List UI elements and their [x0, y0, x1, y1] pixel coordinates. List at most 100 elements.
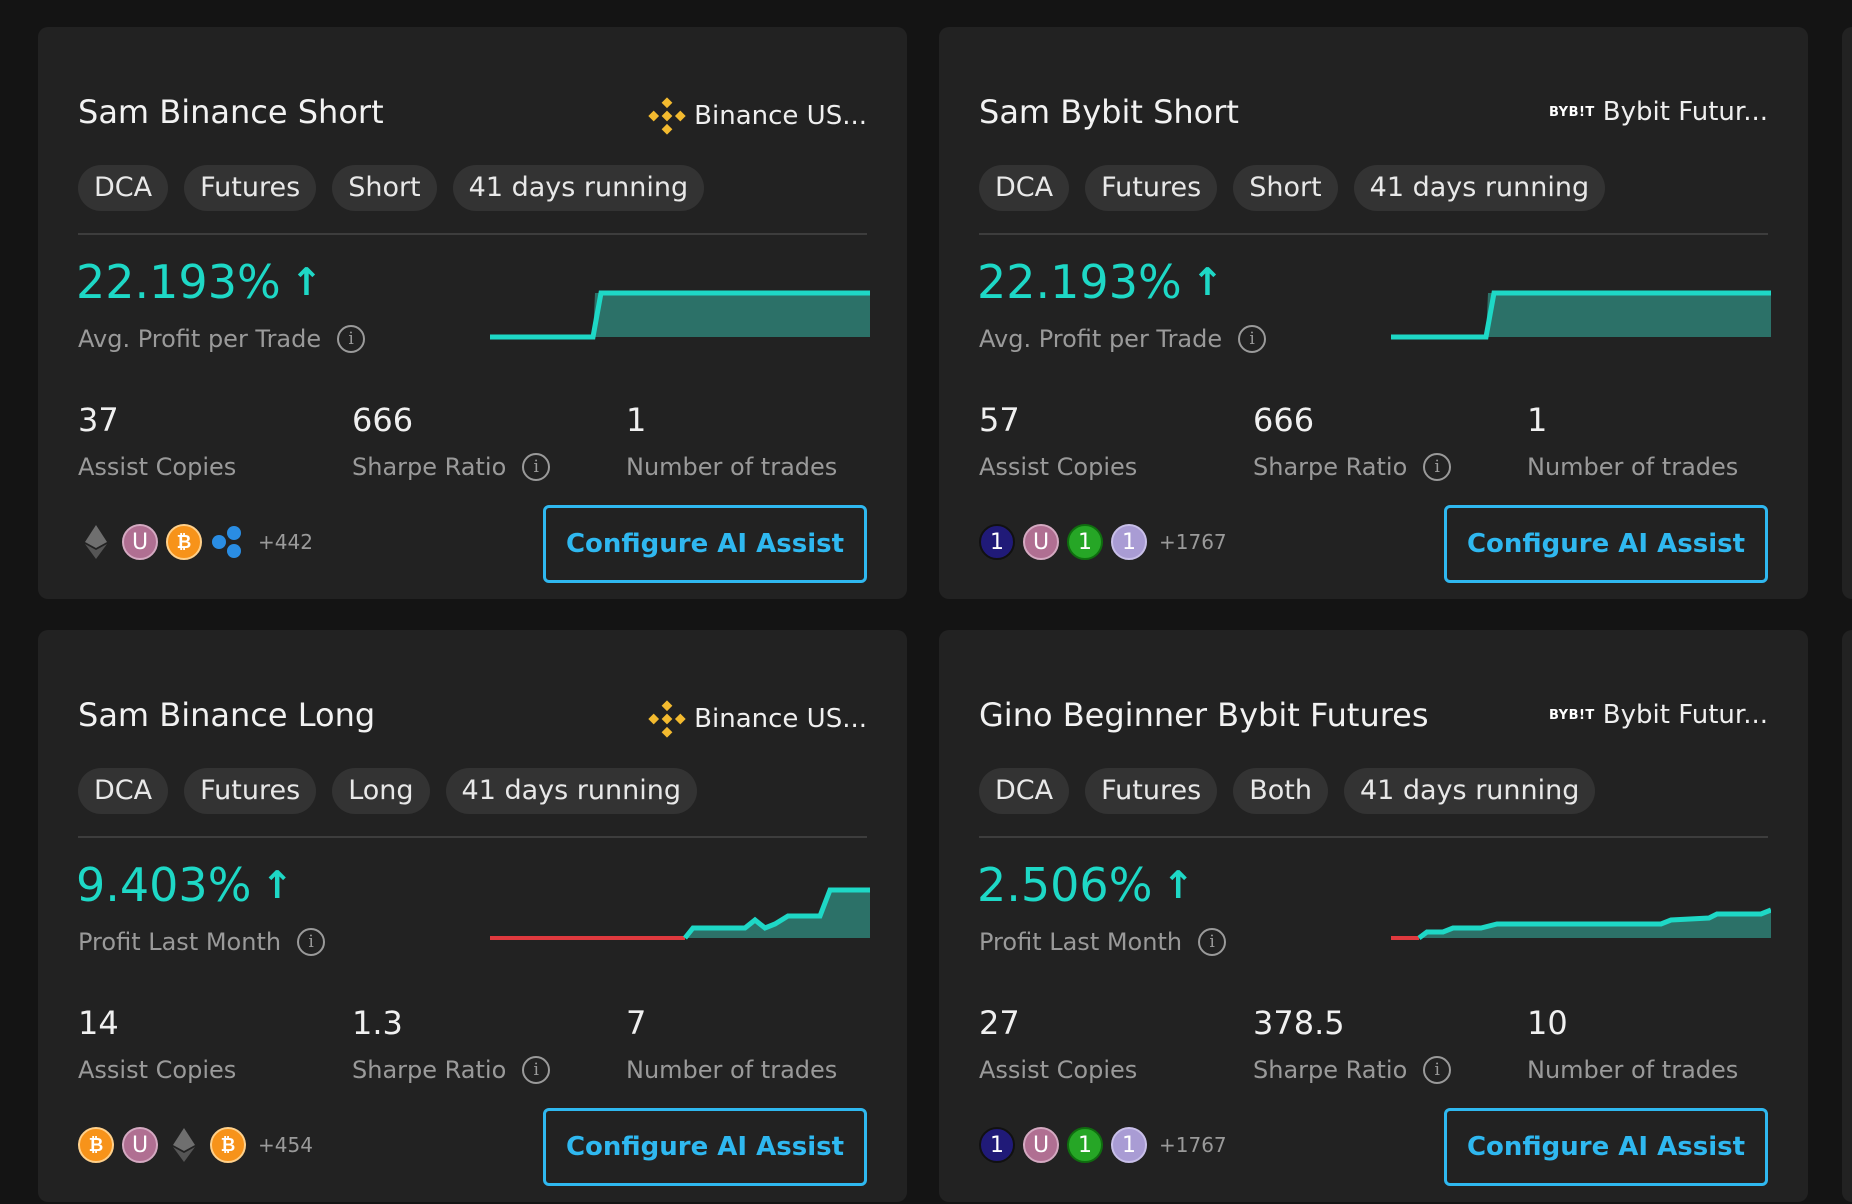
user-avatar: 1 — [1067, 1127, 1103, 1163]
assist-copies-stat: 14 Assist Copies — [78, 1004, 236, 1084]
assist-copies-stat: 57 Assist Copies — [979, 401, 1137, 481]
profit-label: Profit Last Month i — [979, 928, 1227, 956]
eth-icon — [78, 524, 114, 560]
strategy-title: Gino Beginner Bybit Futures — [979, 696, 1429, 734]
configure-ai-assist-button[interactable]: Configure AI Assist — [1444, 505, 1768, 583]
stat-value: 666 — [352, 401, 414, 439]
tag: Futures — [1085, 768, 1218, 814]
stat-label: Assist Copies — [78, 453, 237, 481]
bybit-icon: BYB!T — [1549, 708, 1595, 723]
configure-ai-assist-button[interactable]: Configure AI Assist — [543, 505, 867, 583]
exchange-badge: Binance US... — [648, 97, 867, 135]
tag: Both — [1233, 768, 1328, 814]
exchange-name: Binance US... — [694, 704, 867, 734]
tag: Futures — [184, 768, 317, 814]
eth-icon — [166, 1127, 202, 1163]
exchange-name: Bybit Futur... — [1602, 700, 1768, 730]
profit-metric: 2.506% ↑ — [977, 858, 1194, 912]
strategy-title: Sam Binance Short — [78, 93, 384, 131]
stat-value: 1 — [1527, 401, 1548, 439]
user-avatar: U — [122, 1127, 158, 1163]
strategy-card[interactable]: Gino Beginner Bybit Futures BYB!T Bybit … — [939, 630, 1808, 1202]
tag: Short — [1233, 165, 1338, 211]
tag-list: DCA Futures Both 41 days running — [979, 768, 1596, 814]
strategy-card[interactable]: Sam Binance Short Binance US... DCA Futu… — [38, 27, 907, 599]
arrow-up-icon: ↑ — [290, 260, 323, 304]
tag: 41 days running — [452, 165, 705, 211]
binance-icon — [648, 700, 686, 738]
copier-avatars: U ₿ +442 — [78, 524, 313, 560]
stat-value: 27 — [979, 1004, 1020, 1042]
stat-value: 7 — [626, 1004, 647, 1042]
performance-sparkline — [1391, 290, 1771, 340]
info-icon[interactable]: i — [1198, 928, 1227, 956]
bybit-logo-text: BYB!T — [1548, 707, 1595, 723]
btc-icon: ₿ — [210, 1127, 246, 1163]
profit-value: 2.506% — [977, 858, 1153, 912]
info-icon[interactable]: i — [1423, 1056, 1452, 1084]
partial-card-edge — [1842, 27, 1852, 599]
performance-sparkline — [1391, 907, 1771, 940]
copier-avatars: 1 U 1 1 +1767 — [979, 1127, 1227, 1163]
more-copiers-count: +1767 — [1159, 1133, 1227, 1157]
more-copiers-count: +1767 — [1159, 530, 1227, 554]
trades-count-stat: 10 Number of trades — [1527, 1004, 1738, 1084]
sharpe-ratio-stat: 1.3 Sharpe Ratio i — [352, 1004, 551, 1084]
stat-label: Number of trades — [626, 1056, 838, 1084]
tag: DCA — [979, 165, 1070, 211]
binance-icon — [648, 97, 686, 135]
exchange-badge: Binance US... — [648, 700, 867, 738]
stat-value: 37 — [78, 401, 119, 439]
stat-value: 57 — [979, 401, 1020, 439]
profit-label: Avg. Profit per Trade i — [78, 325, 366, 353]
user-avatar: 1 — [979, 1127, 1015, 1163]
divider — [78, 233, 867, 235]
configure-ai-assist-button[interactable]: Configure AI Assist — [1444, 1108, 1768, 1186]
partial-card-edge — [1842, 630, 1852, 1202]
stat-label: Assist Copies — [979, 1056, 1138, 1084]
tag: 41 days running — [445, 768, 697, 814]
user-avatar: U — [122, 524, 158, 560]
sharpe-ratio-stat: 666 Sharpe Ratio i — [1253, 401, 1452, 481]
info-icon[interactable]: i — [1423, 453, 1452, 481]
bybit-logo-text: BYB!T — [1548, 104, 1595, 120]
exchange-badge: BYB!T Bybit Futur... — [1549, 97, 1768, 127]
stat-label: Sharpe Ratio — [1253, 453, 1408, 481]
info-icon[interactable]: i — [297, 928, 326, 956]
more-copiers-count: +454 — [258, 1133, 313, 1157]
trades-count-stat: 7 Number of trades — [626, 1004, 837, 1084]
tag: Futures — [184, 165, 317, 211]
profit-label-text: Profit Last Month — [979, 928, 1183, 956]
user-avatar: 1 — [1067, 524, 1103, 560]
info-icon[interactable]: i — [337, 325, 366, 353]
stat-label: Number of trades — [1527, 1056, 1739, 1084]
stat-label: Number of trades — [626, 453, 838, 481]
copier-avatars: 1 U 1 1 +1767 — [979, 524, 1227, 560]
divider — [979, 836, 1768, 838]
trades-count-stat: 1 Number of trades — [626, 401, 837, 481]
arrow-up-icon: ↑ — [1191, 260, 1224, 304]
info-icon[interactable]: i — [522, 453, 551, 481]
info-icon[interactable]: i — [522, 1056, 551, 1084]
stat-value: 10 — [1527, 1004, 1568, 1042]
profit-label: Profit Last Month i — [78, 928, 326, 956]
copier-avatars: ₿ U ₿ +454 — [78, 1127, 313, 1163]
profit-metric: 22.193% ↑ — [977, 255, 1224, 309]
tag: Futures — [1085, 165, 1218, 211]
strategy-card[interactable]: Sam Bybit Short BYB!T Bybit Futur... DCA… — [939, 27, 1808, 599]
configure-ai-assist-button[interactable]: Configure AI Assist — [543, 1108, 867, 1186]
profit-metric: 9.403% ↑ — [76, 858, 293, 912]
profit-label: Avg. Profit per Trade i — [979, 325, 1267, 353]
user-avatar: 1 — [979, 524, 1015, 560]
exchange-badge: BYB!T Bybit Futur... — [1549, 700, 1768, 730]
assist-copies-stat: 37 Assist Copies — [78, 401, 236, 481]
stat-label: Assist Copies — [979, 453, 1138, 481]
profit-value: 9.403% — [76, 858, 252, 912]
stat-value: 14 — [78, 1004, 119, 1042]
info-icon[interactable]: i — [1238, 325, 1267, 353]
profit-value: 22.193% — [76, 255, 281, 309]
tag: DCA — [78, 165, 169, 211]
more-copiers-count: +442 — [258, 530, 313, 554]
tag: DCA — [78, 768, 169, 814]
strategy-card[interactable]: Sam Binance Long Binance US... DCA Futur… — [38, 630, 907, 1202]
